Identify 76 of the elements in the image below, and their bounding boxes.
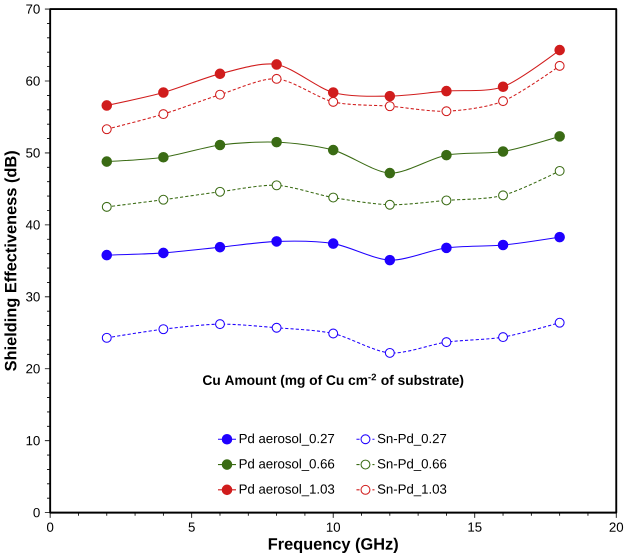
point [102, 202, 112, 212]
point [328, 328, 338, 338]
point [215, 90, 225, 100]
y-tick-label: 10 [26, 436, 40, 446]
x-tick-label: 10 [326, 522, 340, 532]
legend-title: Cu Amount (mg of Cu cm$^{-2}$ of substrate) [203, 373, 464, 388]
point [158, 324, 168, 334]
point [441, 106, 452, 116]
point [441, 242, 452, 254]
point [158, 194, 168, 204]
point [384, 254, 396, 266]
point [498, 190, 508, 200]
legend-label: Sn-Pd_0.27 [378, 433, 446, 446]
point [158, 152, 169, 162]
y-axis-title: Shielding Effectiveness (dB) [4, 150, 20, 371]
y-tick-label: 60 [26, 76, 40, 86]
y-tick-label: 20 [26, 364, 40, 374]
point [441, 336, 452, 347]
x-tick-label: 20 [610, 522, 624, 532]
point [384, 90, 396, 102]
point [214, 140, 226, 150]
x-tick-label: 0 [47, 522, 54, 532]
point [272, 180, 282, 190]
point [328, 87, 338, 98]
point [554, 232, 565, 242]
y-tick-label: 0 [33, 508, 40, 518]
legend-label: Sn-Pd_0.66 [378, 458, 446, 471]
point [158, 247, 169, 258]
point [554, 130, 565, 142]
x-tick-label: 15 [468, 522, 482, 532]
point [215, 319, 225, 329]
point [554, 318, 565, 328]
point [328, 238, 338, 249]
point [101, 250, 112, 260]
point [328, 192, 338, 202]
point [554, 44, 565, 56]
legend-label: Sn-Pd_1.03 [378, 484, 446, 496]
point [441, 86, 452, 96]
point [271, 59, 282, 70]
point [214, 242, 226, 252]
point [498, 332, 508, 342]
point [498, 146, 508, 157]
x-tick-label: 5 [188, 522, 195, 532]
point [271, 136, 282, 148]
point [441, 150, 452, 160]
point [384, 101, 395, 111]
point [272, 322, 282, 333]
point [272, 74, 282, 84]
legend-label: Pd aerosol_1.03 [240, 484, 334, 496]
x-axis-title: Frequency (GHz) [268, 538, 398, 553]
point [328, 96, 338, 107]
legend-label: Pd aerosol_0.27 [240, 433, 334, 446]
point [498, 81, 508, 92]
point [271, 236, 282, 247]
point [101, 100, 112, 111]
point [498, 240, 508, 250]
point [158, 108, 168, 119]
point [101, 156, 112, 167]
point [554, 166, 565, 176]
point [441, 195, 452, 206]
point [158, 87, 169, 98]
point [102, 124, 112, 134]
legend-label: Pd aerosol_0.66 [240, 458, 334, 471]
point [498, 96, 508, 106]
y-tick-label: 30 [26, 292, 40, 302]
point [102, 332, 112, 343]
point [214, 68, 226, 79]
y-tick-label: 50 [26, 148, 40, 158]
point [384, 168, 396, 178]
point [384, 348, 395, 358]
point [215, 186, 225, 197]
point [328, 144, 338, 156]
y-tick-label: 70 [26, 4, 40, 14]
y-tick-label: 40 [26, 220, 40, 230]
point [384, 200, 395, 210]
point [554, 60, 565, 71]
